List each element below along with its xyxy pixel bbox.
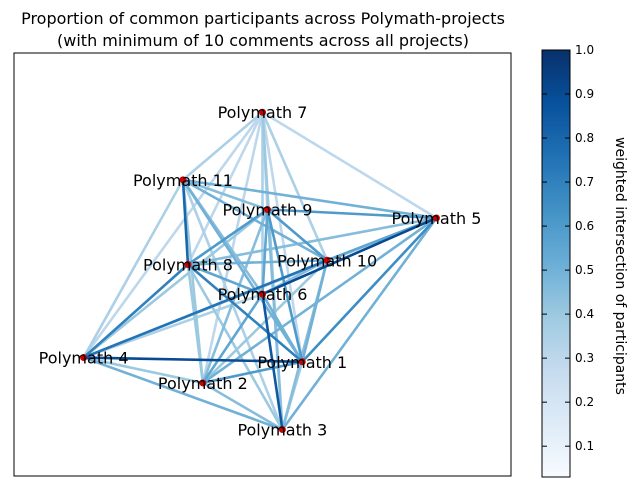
edge-p5-p6 <box>261 216 438 296</box>
edge-p2-p3 <box>201 381 284 431</box>
edge-p8-p3 <box>186 263 284 431</box>
node-p5 <box>432 214 440 222</box>
edge-p7-p10 <box>261 110 329 262</box>
node-label-p7: Polymath 7 <box>218 103 308 122</box>
edge-p9-p5 <box>266 208 438 220</box>
edge-p8-p6 <box>186 263 264 296</box>
edge-p5-p2 <box>201 216 438 385</box>
edge-p6-p2 <box>201 292 264 385</box>
edge-p7-p1 <box>261 110 304 364</box>
edge-p5-p1 <box>300 216 438 364</box>
node-label-p1: Polymath 1 <box>257 353 347 372</box>
edge-p4-p1 <box>82 356 304 364</box>
node-label-p6: Polymath 6 <box>218 285 308 304</box>
edge-p9-p4 <box>82 208 269 359</box>
node-p7 <box>259 108 266 116</box>
edge-p10-p2 <box>201 258 329 385</box>
node-p4 <box>80 354 88 362</box>
chart-title-line-2: (with minimum of 10 comments across all … <box>57 31 469 50</box>
edge-p11-p5 <box>181 178 438 220</box>
colorbar-tick-label: 0.1 <box>575 439 594 453</box>
edge-p9-p6 <box>261 208 269 296</box>
colorbar: 0.1 0.2 0.3 0.4 0.5 0.6 0.7 0.8 0.9 1.0 <box>541 43 594 478</box>
edge-p7-p2 <box>201 110 264 385</box>
colorbar-tick-label: 0.7 <box>575 175 594 189</box>
node-label-p8: Polymath 8 <box>143 256 233 275</box>
colorbar-tick-label: 0.6 <box>575 219 594 233</box>
edge-p7-p8 <box>186 110 264 266</box>
node-p1 <box>298 358 306 366</box>
node-p2 <box>199 379 207 387</box>
node-label-p2: Polymath 2 <box>158 374 248 393</box>
chart-title-line-1: Proportion of common participants across… <box>21 9 505 28</box>
edge-p11-p10 <box>181 178 329 262</box>
colorbar-label: weighted intersection of participants <box>612 137 628 395</box>
nodes-layer <box>80 108 440 433</box>
edge-p11-p4 <box>82 178 185 359</box>
node-p11 <box>179 176 187 184</box>
colorbar-gradient <box>541 49 571 478</box>
node-label-p4: Polymath 4 <box>39 349 129 368</box>
edge-p9-p10 <box>266 208 329 262</box>
edge-p11-p9 <box>181 178 269 211</box>
node-label-p5: Polymath 5 <box>392 209 482 228</box>
colorbar-tick-label: 1.0 <box>575 43 594 57</box>
colorbar-tick-label: 0.9 <box>575 87 594 101</box>
edge-p4-p3 <box>82 356 284 431</box>
node-label-p3: Polymath 3 <box>237 420 327 439</box>
edges-layer <box>82 110 438 431</box>
edge-p7-p11 <box>181 110 264 182</box>
node-p6 <box>259 290 266 298</box>
colorbar-tick-label: 0.3 <box>575 351 594 365</box>
colorbar-tick-label: 0.8 <box>575 131 594 145</box>
node-label-p10: Polymath 10 <box>277 251 377 270</box>
edge-p5-p8 <box>186 216 438 266</box>
edge-p10-p4 <box>82 258 329 359</box>
node-p9 <box>263 206 271 214</box>
edge-p8-p1 <box>186 263 304 364</box>
edge-p10-p1 <box>300 258 329 364</box>
edge-p4-p2 <box>82 356 205 385</box>
edge-p9-p8 <box>186 208 269 266</box>
colorbar-tick-label: 0.5 <box>575 263 594 277</box>
edge-p8-p4 <box>82 263 190 359</box>
edge-p1-p2 <box>201 360 304 385</box>
edge-p8-p2 <box>186 263 205 385</box>
edge-p5-p3 <box>281 216 438 431</box>
node-p8 <box>184 261 192 268</box>
edge-p11-p1 <box>181 178 304 364</box>
node-label-p9: Polymath 9 <box>223 201 313 220</box>
node-p3 <box>278 425 286 433</box>
node-labels-layer: Polymath 7 Polymath 11 Polymath 9 Polymath … <box>39 103 482 439</box>
colorbar-tick-label: 0.2 <box>575 395 594 409</box>
node-p10 <box>323 256 331 264</box>
edge-p7-p4 <box>82 110 264 359</box>
node-label-p11: Polymath 11 <box>133 171 233 190</box>
colorbar-ticks: 0.1 0.2 0.3 0.4 0.5 0.6 0.7 0.8 0.9 1.0 <box>542 43 594 453</box>
edge-p6-p1 <box>261 292 304 364</box>
edge-p7-p5 <box>261 110 438 220</box>
colorbar-tick-label: 0.4 <box>575 307 594 321</box>
edge-p11-p8 <box>181 178 190 266</box>
edge-p8-p10 <box>186 258 329 266</box>
